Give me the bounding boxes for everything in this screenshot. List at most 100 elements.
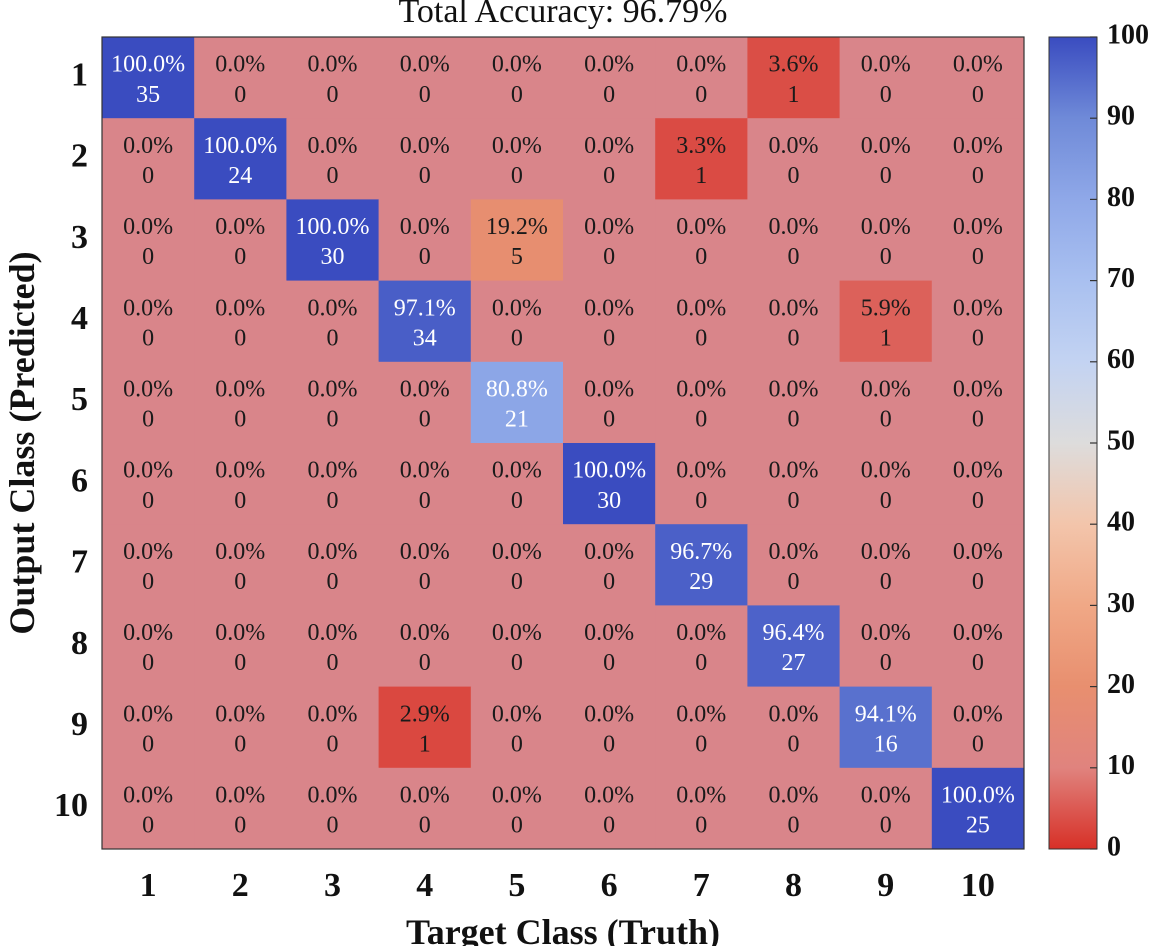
matrix-cell-r4-c1: 0.0% 0: [102, 280, 195, 363]
cell-fill: [931, 767, 1025, 850]
cell-count-label: 0: [788, 163, 800, 189]
cell-fill: [563, 280, 656, 363]
cell-fill: [470, 280, 564, 363]
cell-percent-label: 0.0%: [400, 458, 450, 484]
cell-percent-label: 0.0%: [953, 539, 1003, 565]
cell-fill: [470, 443, 564, 525]
cell-percent-label: 0.0%: [584, 295, 634, 321]
cell-percent-label: 0.0%: [492, 783, 542, 809]
cell-fill: [470, 199, 564, 282]
colorbar-tick-label: 90: [1107, 101, 1135, 132]
cell-count-label: 5: [511, 244, 523, 270]
cell-count-label: 0: [788, 407, 800, 433]
matrix-cell-r8-c9: 0.0% 0: [839, 605, 933, 688]
colorbar-tick-label: 80: [1107, 182, 1135, 213]
cell-fill: [839, 767, 933, 850]
cell-fill: [747, 280, 841, 363]
matrix-cell-r9-c7: 0.0% 0: [655, 686, 748, 769]
cell-fill: [931, 686, 1025, 769]
cell-fill: [655, 767, 748, 850]
matrix-cell-r2-c7: 3.3% 1: [655, 118, 748, 200]
cell-count-label: 16: [874, 731, 898, 757]
cell-percent-label: 0.0%: [861, 377, 911, 403]
cell-percent-label: 5.9%: [861, 295, 911, 321]
cell-percent-label: 0.0%: [400, 377, 450, 403]
cell-percent-label: 19.2%: [486, 214, 548, 240]
colorbar: [1048, 36, 1098, 850]
cell-percent-label: 0.0%: [308, 701, 358, 727]
cell-fill: [286, 37, 380, 119]
cell-percent-label: 0.0%: [308, 458, 358, 484]
cell-fill: [470, 361, 564, 444]
cell-percent-label: 0.0%: [492, 701, 542, 727]
colorbar-tick-label: 0: [1107, 831, 1121, 862]
cell-percent-label: 0.0%: [861, 214, 911, 240]
y-tick-labels: 1 2 3 4 5 6 7 8 9 10: [54, 56, 88, 824]
cell-count-label: 0: [788, 731, 800, 757]
cell-fill: [378, 767, 472, 850]
cell-count-label: 1: [419, 731, 431, 757]
cell-count-label: 0: [603, 813, 615, 839]
matrix-cell-r5-c7: 0.0% 0: [655, 361, 748, 444]
cell-fill: [194, 524, 287, 606]
cell-count-label: 0: [142, 813, 154, 839]
cell-count-label: 0: [603, 325, 615, 351]
cell-fill: [839, 37, 933, 119]
matrix-cell-r9-c1: 0.0% 0: [102, 686, 195, 769]
cell-percent-label: 0.0%: [769, 783, 819, 809]
cell-fill: [470, 37, 564, 119]
matrix-cell-r10-c9: 0.0% 0: [839, 767, 933, 850]
cell-count-label: 0: [788, 569, 800, 595]
cell-percent-label: 94.1%: [855, 701, 917, 727]
cell-count-label: 34: [413, 325, 437, 351]
cell-count-label: 0: [880, 407, 892, 433]
matrix-cell-r9-c3: 0.0% 0: [286, 686, 380, 769]
matrix-cell-r6-c8: 0.0% 0: [747, 443, 841, 525]
cell-count-label: 0: [972, 407, 984, 433]
cell-percent-label: 0.0%: [492, 295, 542, 321]
cell-count-label: 0: [603, 569, 615, 595]
cell-percent-label: 0.0%: [676, 52, 726, 78]
cell-fill: [655, 524, 748, 606]
cell-fill: [931, 280, 1025, 363]
cell-fill: [655, 686, 748, 769]
cell-count-label: 0: [695, 731, 707, 757]
cell-count-label: 0: [419, 82, 431, 108]
matrix-cell-r6-c3: 0.0% 0: [286, 443, 380, 525]
cell-fill: [747, 686, 841, 769]
cell-percent-label: 0.0%: [953, 214, 1003, 240]
cell-fill: [102, 524, 195, 606]
cell-fill: [655, 37, 748, 119]
cell-percent-label: 0.0%: [123, 214, 173, 240]
plot-frame: [101, 36, 1025, 850]
cell-count-label: 0: [327, 407, 339, 433]
cell-fill: [102, 361, 195, 444]
colorbar-tick-label: 50: [1107, 425, 1135, 456]
cell-percent-label: 96.7%: [670, 539, 732, 565]
matrix-cell-r10-c5: 0.0% 0: [470, 767, 564, 850]
cell-percent-label: 0.0%: [584, 52, 634, 78]
matrix-cell-r10-c1: 0.0% 0: [102, 767, 195, 850]
cell-percent-label: 0.0%: [492, 539, 542, 565]
cell-fill: [655, 361, 748, 444]
matrix-cell-r7-c4: 0.0% 0: [378, 524, 472, 606]
cell-count-label: 0: [419, 244, 431, 270]
matrix-cell-r10-c7: 0.0% 0: [655, 767, 748, 850]
matrix-cell-r8-c8: 96.4% 27: [747, 605, 841, 688]
matrix-cell-r10-c4: 0.0% 0: [378, 767, 472, 850]
colorbar-tick-label: 100: [1107, 19, 1149, 50]
x-tick-label: 2: [232, 867, 249, 904]
cell-fill: [931, 37, 1025, 119]
matrix-cell-r3-c10: 0.0% 0: [931, 199, 1025, 282]
matrix-cell-r10-c2: 0.0% 0: [194, 767, 287, 850]
matrix-cell-r1-c2: 0.0% 0: [194, 37, 287, 119]
matrix-cell-r3-c9: 0.0% 0: [839, 199, 933, 282]
cell-fill: [931, 605, 1025, 688]
matrix-cell-r2-c1: 0.0% 0: [102, 118, 195, 200]
cell-count-label: 0: [419, 569, 431, 595]
cell-count-label: 0: [972, 569, 984, 595]
matrix-cell-r5-c5: 80.8% 21: [470, 361, 564, 444]
cell-count-label: 25: [966, 813, 990, 839]
matrix-cell-r1-c6: 0.0% 0: [563, 37, 656, 119]
colorbar-tick-label: 30: [1107, 588, 1135, 619]
